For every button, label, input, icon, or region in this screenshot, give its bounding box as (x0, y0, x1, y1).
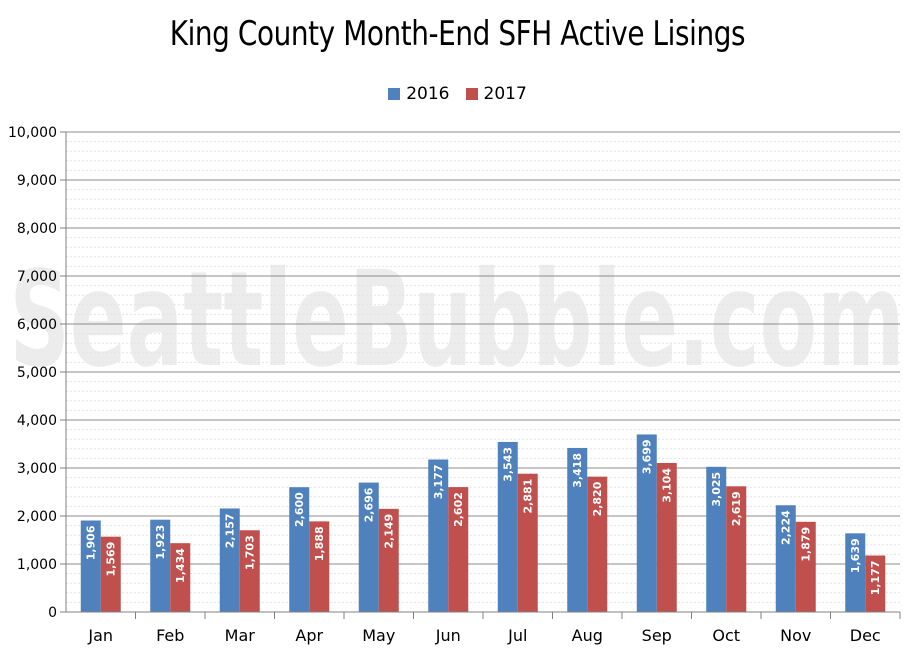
bar-2017-oct (726, 486, 747, 612)
bar-2017-jun (448, 487, 469, 612)
legend-swatch-2016 (388, 88, 401, 100)
bar-2016-aug (567, 447, 588, 612)
data-label-2016-oct: 3,025 (710, 472, 723, 507)
x-tick-label: Aug (572, 626, 603, 645)
y-tick-label: 6,000 (17, 317, 57, 333)
y-tick-label: 8,000 (17, 221, 57, 237)
data-label-2016-apr: 2,600 (293, 492, 306, 527)
data-label-2016-jan: 1,906 (85, 525, 98, 560)
x-tick-label: Jun (435, 626, 461, 645)
data-label-2016-aug: 3,418 (571, 453, 584, 488)
y-tick-label: 3,000 (17, 461, 57, 477)
x-tick-label: Sep (642, 626, 672, 645)
y-tick-label: 0 (48, 605, 57, 621)
bar-2017-jul (517, 473, 538, 612)
bar-2017-apr (309, 521, 330, 612)
legend-label-2016: 2016 (406, 84, 450, 104)
x-tick-label: Dec (850, 626, 881, 645)
data-label-2017-feb: 1,434 (174, 548, 187, 583)
bar-2017-sep (656, 463, 677, 612)
data-label-2017-nov: 1,879 (800, 527, 813, 562)
data-label-2017-mar: 1,703 (244, 535, 257, 570)
bar-2017-mar (239, 530, 260, 612)
bars: 1,906 1,569 1,923 1,434 2,157 1,703 2,600 1,888… (80, 434, 886, 612)
bar-2016-oct (706, 466, 727, 612)
data-label-2016-dec: 1,639 (849, 538, 862, 573)
data-label-2016-may: 2,696 (363, 487, 376, 522)
y-tick-label: 2,000 (17, 509, 57, 525)
y-tick-label: 7,000 (17, 269, 57, 285)
bar-2017-aug (587, 476, 608, 612)
bar-2016-jun (428, 459, 449, 612)
legend-item-2016: 2016 (388, 84, 450, 104)
y-tick-label: 9,000 (17, 173, 57, 189)
data-label-2016-jul: 3,543 (502, 447, 515, 482)
bar-2016-mar (219, 508, 240, 612)
bar-2016-jul (497, 441, 518, 612)
data-label-2016-jun: 3,177 (432, 465, 445, 500)
x-tick-label: Mar (225, 626, 256, 645)
bar-2017-dec (865, 555, 886, 612)
data-label-2017-aug: 2,820 (591, 481, 604, 516)
data-label-2017-dec: 1,177 (869, 561, 882, 596)
data-label-2017-may: 2,149 (383, 514, 396, 549)
x-tick-label: Oct (712, 626, 740, 645)
bar-2017-jan (100, 536, 121, 612)
bar-2017-may (378, 508, 399, 612)
data-label-2016-mar: 2,157 (224, 513, 237, 548)
bar-2017-feb (170, 543, 191, 612)
watermark: SeattleBubble.com (10, 243, 905, 397)
y-tick-label: 1,000 (17, 557, 57, 573)
data-label-2016-sep: 3,699 (641, 439, 654, 474)
data-label-2017-jul: 2,881 (522, 479, 535, 514)
data-label-2017-oct: 2,619 (730, 491, 743, 526)
data-label-2017-sep: 3,104 (661, 468, 674, 503)
bar-2016-nov (775, 505, 796, 612)
axes: 0 1,000 2,000 3,000 4,000 5,000 6,000 7,000 8,00… (8, 125, 901, 645)
gridlines (66, 131, 900, 603)
y-tick-label: 4,000 (17, 413, 57, 429)
x-tick-label: Jan (87, 626, 113, 645)
x-tick-label: Feb (156, 626, 184, 645)
legend-label-2017: 2017 (483, 84, 527, 104)
y-tick-label: 5,000 (17, 365, 57, 381)
bar-2016-feb (150, 519, 171, 612)
chart-title: King County Month-End SFH Active Lisings (169, 14, 746, 54)
bar-2016-apr (289, 487, 310, 612)
x-tick-label: Apr (295, 626, 323, 645)
data-label-2016-feb: 1,923 (154, 525, 167, 560)
bar-2016-may (358, 482, 379, 612)
data-label-2017-jun: 2,602 (452, 492, 465, 527)
x-tick-label: Jul (507, 626, 527, 645)
bar-2017-nov (795, 521, 816, 612)
bar-2016-jan (80, 520, 101, 612)
data-label-2017-apr: 1,888 (313, 526, 326, 561)
data-label-2017-jan: 1,569 (105, 542, 118, 577)
y-tick-label: 10,000 (8, 125, 57, 141)
bar-2016-dec (845, 533, 866, 612)
x-tick-label: Nov (780, 626, 811, 645)
legend: 2016 2017 (0, 84, 915, 104)
bar-2016-sep (636, 434, 657, 612)
legend-swatch-2017 (465, 88, 478, 100)
data-label-2016-nov: 2,224 (780, 510, 793, 545)
x-tick-label: May (362, 626, 395, 645)
legend-item-2017: 2017 (465, 84, 527, 104)
